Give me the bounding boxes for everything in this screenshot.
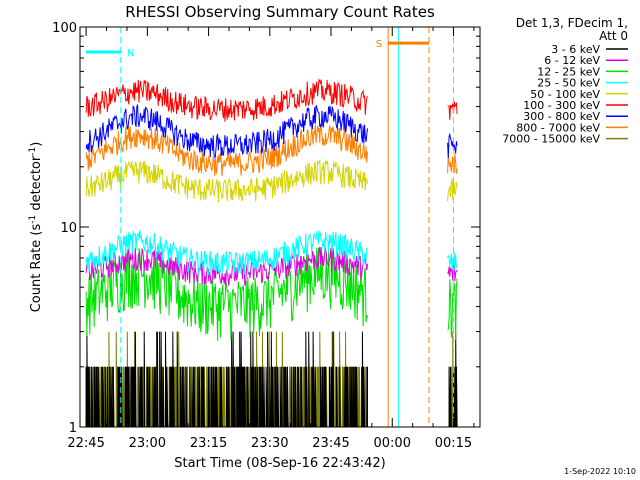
x-tick-label: 22:45 xyxy=(67,436,104,451)
x-tick-label: 00:15 xyxy=(435,436,472,451)
legend-label-6-12-kev: 6 - 12 keV xyxy=(544,54,600,67)
y-axis-label-end: ) xyxy=(29,142,44,147)
series-3-6-kev xyxy=(85,331,458,428)
series-line-25-50-kev xyxy=(447,252,458,271)
x-tick-label: 00:00 xyxy=(374,436,411,451)
legend-label-12-25-kev: 12 - 25 keV xyxy=(537,65,600,78)
series-line-100-300-kev xyxy=(447,101,458,120)
y-tick-label: 10 xyxy=(60,221,77,236)
series-line-300-800-kev xyxy=(447,132,458,159)
y-axis-label-sup1: -1 xyxy=(28,215,38,224)
legend-label-50-100-kev: 50 - 100 keV xyxy=(530,88,600,101)
series-25-50-kev xyxy=(85,229,458,277)
series-800-7000-kev xyxy=(85,124,458,177)
x-tick-label: 23:30 xyxy=(251,436,288,451)
legend-label-3-6-kev: 3 - 6 keV xyxy=(551,43,600,56)
legend-label-800-7000-kev: 800 - 7000 keV xyxy=(516,121,600,134)
annotation-label-s: S xyxy=(376,39,382,50)
series-line-12-25-kev xyxy=(447,278,458,341)
x-axis-label: Start Time (08-Sep-16 22:43:42) xyxy=(174,456,385,471)
y-axis-label-main: Count Rate (s xyxy=(29,224,44,313)
timestamp: 1-Sep-2022 10:10 xyxy=(564,467,636,476)
legend-label-100-300-kev: 100 - 300 keV xyxy=(523,99,600,112)
y-tick-label: 100 xyxy=(52,21,77,36)
y-tick-label: 1 xyxy=(69,421,77,436)
series-12-25-kev xyxy=(85,247,458,341)
legend-label-300-800-kev: 300 - 800 keV xyxy=(523,110,600,123)
y-axis-label-mid: detector xyxy=(29,155,44,215)
series-50-100-kev xyxy=(85,158,458,203)
y-axis-label-sup2: -1 xyxy=(28,147,38,156)
chart-title: RHESSI Observing Summary Count Rates xyxy=(125,3,435,21)
series-line-300-800-kev xyxy=(85,104,368,159)
x-tick-label: 23:00 xyxy=(129,436,166,451)
legend-label-7000-15000-kev: 7000 - 15000 keV xyxy=(502,133,600,146)
y-axis-label: Count Rate (s-1 detector-1) xyxy=(28,142,44,313)
series-line-50-100-kev xyxy=(85,158,368,203)
series-line-800-7000-kev xyxy=(447,153,458,174)
x-tick-label: 23:45 xyxy=(312,436,349,451)
legend-header-line2: Att 0 xyxy=(599,29,628,43)
series-100-300-kev xyxy=(85,78,458,122)
series-line-25-50-kev xyxy=(85,229,368,277)
series-line-12-25-kev xyxy=(85,247,368,341)
series-line-3-6-kev xyxy=(85,331,368,428)
series-line-6-12-kev xyxy=(447,263,458,282)
series-line-100-300-kev xyxy=(85,78,368,122)
marker-layer: NS xyxy=(86,27,454,427)
series-300-800-kev xyxy=(85,104,458,159)
legend-header-line1: Det 1,3, FDecim 1, xyxy=(516,16,628,30)
legend-label-25-50-kev: 25 - 50 keV xyxy=(537,77,600,90)
axis-layer: 1 10 100 22:45 23:00 23:15 23:30 23:45 00:00 00:1… xyxy=(52,21,480,451)
series-line-50-100-kev xyxy=(447,178,458,202)
annotation-label-n: N xyxy=(127,48,134,59)
x-tick-label: 23:15 xyxy=(190,436,227,451)
series-layer xyxy=(85,78,458,428)
